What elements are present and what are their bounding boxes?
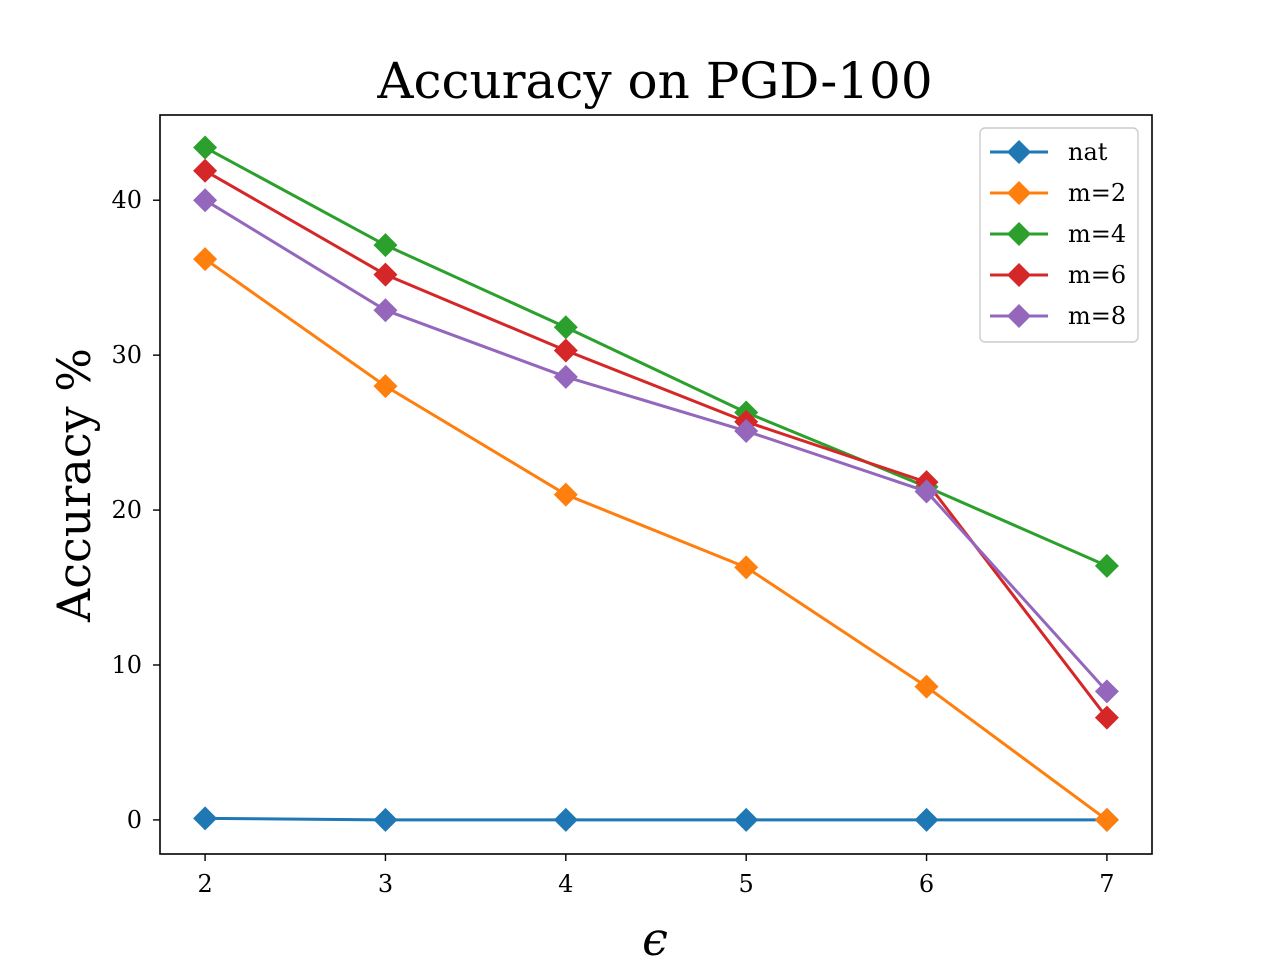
data-point (373, 233, 398, 258)
y-tick-label: 10 (111, 651, 142, 679)
axis-ticks: 2 3 4 5 6 7 0 10 20 30 40 (111, 186, 1114, 898)
data-point (553, 482, 578, 507)
legend-item-m=2: m=2 (990, 179, 1126, 207)
series-line (204, 198, 1109, 693)
legend-label: nat (1068, 138, 1108, 166)
data-point (373, 807, 398, 832)
data-point (373, 262, 398, 287)
y-tick-label: 30 (111, 341, 142, 369)
series-nat (193, 806, 1119, 832)
data-point (1094, 679, 1119, 704)
series-m=2 (193, 247, 1119, 832)
legend-marker (1007, 181, 1031, 205)
data-point (193, 158, 218, 183)
data-point (1094, 553, 1119, 578)
data-point (1094, 705, 1119, 730)
x-tick-label: 2 (197, 870, 212, 898)
x-tick-label: 4 (558, 870, 573, 898)
series-layer (193, 135, 1119, 832)
legend-item-nat: nat (990, 138, 1108, 166)
data-point (914, 674, 939, 699)
series-m=8 (193, 188, 1119, 704)
data-point (553, 807, 578, 832)
data-point (914, 807, 939, 832)
x-tick-label: 7 (1099, 870, 1114, 898)
series-line (204, 257, 1108, 822)
y-tick-label: 0 (127, 806, 142, 834)
legend-label: m=4 (1068, 220, 1126, 248)
series-line (205, 816, 1107, 822)
legend-marker (1007, 263, 1031, 287)
y-tick-label: 20 (111, 496, 142, 524)
data-point (193, 806, 218, 831)
data-point (193, 188, 218, 213)
data-point (553, 364, 578, 389)
legend-marker (1007, 140, 1031, 164)
legend-item-m=4: m=4 (990, 220, 1126, 248)
legend-marker (1007, 304, 1031, 328)
series-m=6 (193, 158, 1119, 730)
y-axis-label: Accuracy % (47, 348, 101, 623)
data-point (193, 247, 218, 272)
chart-title: Accuracy on PGD-100 (376, 52, 932, 110)
data-point (373, 374, 398, 399)
y-tick-label: 40 (111, 186, 142, 214)
data-point (193, 135, 218, 160)
x-tick-label: 5 (739, 870, 754, 898)
data-point (1094, 807, 1119, 832)
legend-item-m=6: m=6 (990, 261, 1126, 289)
x-tick-label: 3 (378, 870, 393, 898)
data-point (734, 555, 759, 580)
legend-label: m=2 (1068, 179, 1126, 207)
data-point (914, 479, 939, 504)
legend-marker (1007, 222, 1031, 246)
x-tick-label: 6 (919, 870, 934, 898)
data-point (373, 298, 398, 323)
data-point (553, 338, 578, 363)
x-axis-label: ϵ (642, 912, 668, 960)
legend-label: m=6 (1068, 261, 1126, 289)
data-point (553, 315, 578, 340)
series-line (204, 169, 1109, 719)
data-point (734, 419, 759, 444)
series-line (204, 146, 1108, 568)
legend-item-m=8: m=8 (990, 302, 1126, 330)
legend-label: m=8 (1068, 302, 1126, 330)
data-point (734, 807, 759, 832)
plot-frame (159, 114, 1153, 855)
legend: nat m=2 m=4 m=6 m=8 (979, 127, 1139, 343)
